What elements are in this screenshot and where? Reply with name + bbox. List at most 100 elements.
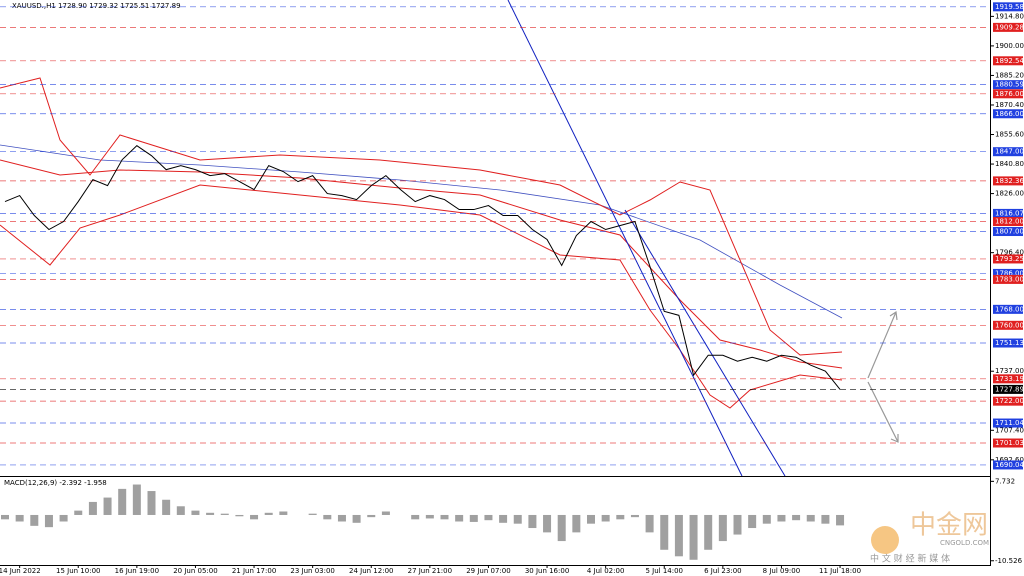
arrow-up: [867, 310, 898, 379]
macd-bar: [748, 514, 757, 529]
macd-bar: [103, 497, 112, 515]
channel-line: [507, 0, 743, 477]
x-tick-label: 6 Jul 23:00: [704, 567, 742, 575]
x-tick-label: 15 Jun 10:00: [56, 567, 100, 575]
level-label-bg: [993, 396, 1023, 406]
macd-bar: [206, 512, 215, 515]
level-label: 1832.36: [995, 177, 1024, 185]
x-tick-label: 29 Jun 07:00: [466, 567, 510, 575]
x-tick-label: 21 Jun 17:00: [232, 567, 276, 575]
macd-bar: [718, 514, 727, 542]
level-label-bg: [993, 254, 1023, 264]
macd-bar: [162, 499, 171, 515]
y-tick-label: 1796.40: [995, 249, 1024, 257]
y-tick-label: 1737.00: [995, 367, 1024, 375]
y-tick-label: 1870.40: [995, 101, 1024, 109]
macd-bar: [88, 501, 97, 515]
level-label-bg: [993, 227, 1023, 237]
macd-bar: [381, 511, 390, 515]
macd-title: MACD(12,26,9) -2.392 -1.958: [4, 479, 107, 487]
macd-bar: [279, 511, 288, 515]
level-label-bg: [993, 2, 1023, 12]
macd-bar: [543, 514, 552, 533]
level-label-bg: [993, 176, 1023, 186]
site: CNGOLD.COM: [940, 539, 989, 547]
macd-bar: [704, 514, 713, 550]
macd-bar: [264, 512, 273, 515]
macd-bar: [660, 514, 669, 550]
x-tick-label: 8 Jul 09:00: [763, 567, 801, 575]
level-label: 1793.25: [995, 255, 1024, 263]
macd-bar: [455, 514, 464, 522]
x-tick-label: 4 Jul 02:00: [587, 567, 625, 575]
level-label: 1786.00: [995, 269, 1024, 277]
level-label-bg: [993, 268, 1023, 278]
macd-bar: [821, 514, 830, 524]
arrow-down: [867, 381, 899, 443]
level-label-bg: [993, 208, 1023, 218]
macd-bar: [587, 514, 595, 524]
symbol-header: XAUUSD.,H1 1728.90 1729.32 1725.51 1727.…: [12, 2, 181, 10]
macd-bar: [176, 506, 185, 515]
x-tick-label: 14 Jun 2022: [0, 567, 41, 575]
level-label: 1892.54: [995, 57, 1024, 65]
level-label: 1727.89: [995, 385, 1024, 393]
macd-bar: [74, 510, 83, 515]
macd-bar: [499, 514, 508, 523]
level-label: 1760.00: [995, 321, 1024, 329]
x-tick-label: 24 Jun 12:00: [349, 567, 393, 575]
level-label-bg: [993, 320, 1023, 330]
level-label-bg: [993, 80, 1023, 90]
level-label: 1847.00: [995, 148, 1024, 156]
macd-bar: [59, 514, 68, 522]
bollinger-lower: [0, 184, 843, 409]
level-label-bg: [993, 89, 1023, 99]
macd-bar: [411, 514, 420, 520]
macd-bar: [337, 514, 346, 522]
level-label: 1876.00: [995, 90, 1024, 98]
macd-bar: [235, 514, 244, 517]
level-label-bg: [993, 56, 1023, 66]
level-label: 1812.00: [995, 218, 1024, 226]
y-tick-label: 1900.00: [995, 42, 1024, 50]
level-label-bg: [993, 304, 1023, 314]
x-tick-label: 20 Jun 05:00: [173, 567, 217, 575]
level-label: 1909.28: [995, 23, 1024, 31]
macd-bar: [630, 514, 639, 518]
x-tick-label: 23 Jun 03:00: [290, 567, 334, 575]
macd-bar: [836, 514, 845, 526]
macd-bar: [15, 514, 24, 522]
macd-bar: [30, 514, 39, 526]
watermark: 中金网 CNGOLD.COM 中 文 财 经 新 媒 体: [870, 511, 989, 565]
macd-bar: [762, 514, 771, 524]
level-label: 1919.58: [995, 3, 1024, 11]
level-label: 1816.07: [995, 209, 1024, 217]
macd-bar: [616, 514, 625, 520]
macd-bar: [777, 514, 786, 522]
macd-bar: [557, 514, 566, 542]
macd-bar: [323, 514, 332, 520]
macd-bar: [674, 514, 683, 557]
moving-average: [0, 144, 843, 319]
macd-bar: [147, 491, 156, 515]
level-label-bg: [993, 22, 1023, 32]
macd-bar: [1, 514, 9, 520]
macd-bar: [689, 514, 698, 560]
level-label: 1701.03: [995, 439, 1024, 447]
macd-bar: [352, 514, 361, 523]
macd-bar: [118, 488, 127, 515]
macd-bar: [484, 514, 493, 521]
level-label-bg: [993, 438, 1023, 448]
macd-bar: [220, 513, 229, 515]
x-tick-label: 30 Jun 16:00: [525, 567, 569, 575]
level-label-bg: [993, 338, 1023, 348]
macd-bar: [44, 514, 53, 528]
macd-bar: [792, 514, 801, 521]
macd-bar: [733, 514, 742, 535]
x-tick-label: 16 Jun 19:00: [115, 567, 159, 575]
x-tick-label: 5 Jul 14:00: [645, 567, 683, 575]
macd-bar: [513, 514, 522, 524]
macd-bar: [191, 510, 200, 515]
level-label: 1690.04: [995, 461, 1024, 469]
y-tick-label: 1855.60: [995, 131, 1024, 139]
